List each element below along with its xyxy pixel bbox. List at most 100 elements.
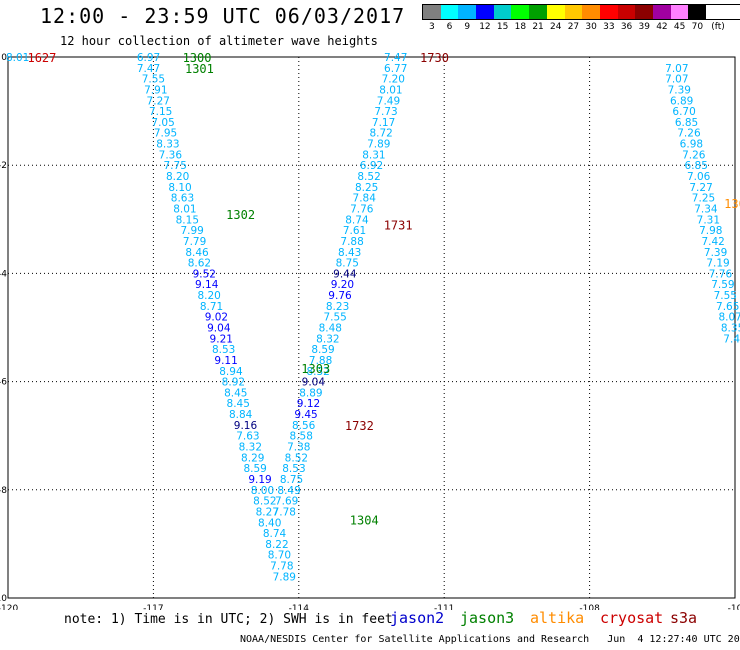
wave-height-value: 9.19 xyxy=(248,474,271,486)
wave-height-value: 7.17 xyxy=(372,117,395,129)
wave-height-value: 8.45 xyxy=(227,398,250,410)
pass-time-label: 1627 xyxy=(27,51,56,65)
color-scale-label: 27 xyxy=(567,22,580,32)
wave-height-value: 7.07 xyxy=(665,63,688,75)
wave-height-value: 7.88 xyxy=(309,355,332,367)
wave-height-value: 7.27 xyxy=(147,95,170,107)
wave-height-value: 7.15 xyxy=(149,106,172,118)
pass-time-label: 1300 xyxy=(183,51,212,65)
pass-time-label: 1731 xyxy=(384,219,413,233)
color-scale-cell xyxy=(476,5,494,19)
wave-height-value: 8.35 xyxy=(721,323,740,335)
wave-height-value: 7.76 xyxy=(709,268,733,280)
wave-height-value: 7.65 xyxy=(716,301,739,313)
wave-height-value: 9.20 xyxy=(331,279,354,291)
color-scale-label: 42 xyxy=(656,22,668,32)
wave-height-value: 8.32 xyxy=(239,442,262,454)
color-scale-cell xyxy=(582,5,600,19)
wave-height-value: 8.94 xyxy=(219,366,243,378)
wave-height-value: 7.27 xyxy=(689,182,712,194)
color-scale-bar xyxy=(422,4,740,20)
wave-height-value: 7.20 xyxy=(382,74,405,86)
wave-height-value: 8.20 xyxy=(166,171,189,183)
wave-height-value: 8.29 xyxy=(241,452,264,464)
color-scale-cell xyxy=(599,5,618,19)
wave-height-value: 8.46 xyxy=(185,247,209,259)
wave-height-value: 7.38 xyxy=(287,442,310,454)
color-scale-label: 15 xyxy=(496,22,509,32)
map-frame xyxy=(7,56,736,599)
wave-height-value: 9.12 xyxy=(297,398,320,410)
wave-height-value: 7.89 xyxy=(367,139,390,151)
y-tick-label: 0 xyxy=(1,53,7,63)
wave-height-value: 7.79 xyxy=(183,236,206,248)
wave-height-value: 8.22 xyxy=(265,539,288,551)
color-scale-label: 3 xyxy=(428,22,435,32)
wave-height-value: 8.48 xyxy=(319,323,342,335)
wave-height-value: 8.70 xyxy=(268,550,291,562)
color-scale-cell xyxy=(423,5,441,19)
wave-height-value: 8.15 xyxy=(176,214,199,226)
color-scale: (ft) 3 6 9 12 15 18 21 24 27 30 33 36 39 42 45 70 xyxy=(422,4,740,34)
wave-height-value: 8.74 xyxy=(263,528,287,540)
wave-height-value: 6.85 xyxy=(685,160,708,172)
legend-item-s3a: s3a xyxy=(670,609,698,627)
color-scale-unit: (ft) xyxy=(711,22,725,32)
wave-height-value: 7.39 xyxy=(704,247,727,259)
wave-height-value: 8.01 xyxy=(6,52,29,64)
wave-height-value: 6.85 xyxy=(675,117,698,129)
wave-height-value: 8.72 xyxy=(369,128,392,140)
wave-height-value: 7.88 xyxy=(340,236,363,248)
color-scale-label: 21 xyxy=(532,22,544,32)
color-scale-cell xyxy=(529,5,547,19)
wave-height-value: 8.75 xyxy=(336,258,359,270)
wave-height-value: 7.45 xyxy=(723,333,740,345)
legend-item-altika: altika xyxy=(530,609,585,627)
color-scale-label: 24 xyxy=(550,22,562,32)
legend-item-jason3: jason3 xyxy=(460,609,515,627)
color-scale-label: 12 xyxy=(479,22,491,32)
wave-height-value: 8.32 xyxy=(316,333,339,345)
wave-height-value: 7.73 xyxy=(374,106,397,118)
wave-height-value: 7.75 xyxy=(164,160,187,172)
wave-height-value: 8.01 xyxy=(173,203,196,215)
wave-height-value: 6.77 xyxy=(384,63,407,75)
wave-height-value: 7.07 xyxy=(665,74,688,86)
pass-time-label: 1302 xyxy=(226,208,255,222)
color-scale-label: 45 xyxy=(673,22,686,32)
wave-height-value: 7.05 xyxy=(151,117,174,129)
wave-height-value: 8.59 xyxy=(243,463,266,475)
color-scale-cell xyxy=(670,5,689,19)
wave-height-value: 9.14 xyxy=(195,279,219,291)
pass-time-label: 1732 xyxy=(345,419,374,433)
wave-height-value: 7.34 xyxy=(694,203,718,215)
map-title: 12:00 - 23:59 UTC 06/03/2017 xyxy=(40,4,406,28)
wave-height-value: 7.95 xyxy=(154,128,177,140)
color-scale-cell xyxy=(652,5,671,19)
wave-height-value: 8.52 xyxy=(285,452,308,464)
color-scale-cell xyxy=(546,5,565,19)
wave-height-value: 9.45 xyxy=(294,409,317,421)
color-scale-label: 36 xyxy=(620,22,633,32)
footer: NOAA/NESDIS Center for Satellite Applica… xyxy=(240,634,740,645)
wave-height-value: 8.32 xyxy=(306,366,329,378)
wave-height-value: 6.98 xyxy=(680,139,703,151)
wave-height-value: 9.52 xyxy=(193,268,216,280)
x-tick-label: -117 xyxy=(143,604,163,610)
wave-height-value: 7.69 xyxy=(275,496,298,508)
wave-height-value: 8.52 xyxy=(253,496,276,508)
wave-height-value: 9.44 xyxy=(333,268,357,280)
wave-height-value: 8.00 xyxy=(251,485,274,497)
x-tick-label: -108 xyxy=(579,604,600,610)
footer-timestamp: Jun 4 12:27:40 UTC 2017 xyxy=(607,634,740,645)
color-scale-cell xyxy=(688,5,706,19)
x-tick-label: -114 xyxy=(289,604,310,610)
wave-height-value: 9.02 xyxy=(205,312,228,324)
wave-height-map: -120 -117 -114 -111 -108 -10 0 -2 -4 -6 -8 -10 8.01 6… xyxy=(0,51,740,610)
note-text: note: 1) Time is in UTC; 2) SWH is in fe… xyxy=(64,612,393,627)
wave-height-value: 8.49 xyxy=(277,485,300,497)
wave-height-value: 8.71 xyxy=(200,301,223,313)
color-scale-cell xyxy=(635,5,653,19)
pass-time-label: 130 xyxy=(724,197,740,211)
wave-height-value: 6.89 xyxy=(670,95,693,107)
